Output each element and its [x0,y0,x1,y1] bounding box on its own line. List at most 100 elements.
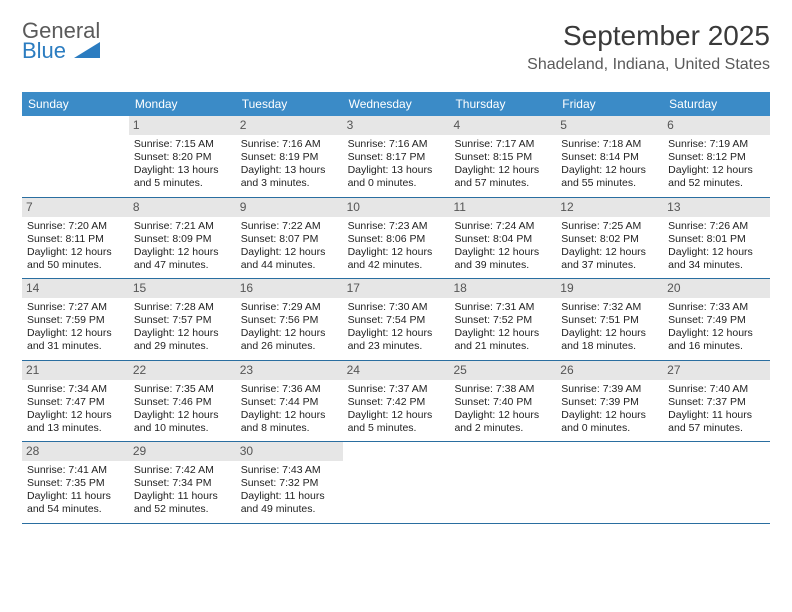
calendar-cell: 5Sunrise: 7:18 AMSunset: 8:14 PMDaylight… [556,116,663,197]
daylight-text: Daylight: 12 hours and 42 minutes. [348,246,445,272]
sunrise-text: Sunrise: 7:35 AM [134,383,231,396]
sunrise-text: Sunrise: 7:31 AM [454,301,551,314]
sunset-text: Sunset: 7:42 PM [348,396,445,409]
calendar-cell: 28Sunrise: 7:41 AMSunset: 7:35 PMDayligh… [22,442,129,523]
daylight-text: Daylight: 12 hours and 31 minutes. [27,327,124,353]
day-number: 11 [449,198,556,217]
sunrise-text: Sunrise: 7:37 AM [348,383,445,396]
location: Shadeland, Indiana, United States [527,56,770,74]
sunrise-text: Sunrise: 7:19 AM [668,138,765,151]
sunrise-text: Sunrise: 7:25 AM [561,220,658,233]
sunset-text: Sunset: 7:52 PM [454,314,551,327]
calendar-cell [22,116,129,197]
dayname-monday: Monday [129,92,236,116]
daylight-text: Daylight: 12 hours and 26 minutes. [241,327,338,353]
calendar-header-row: SundayMondayTuesdayWednesdayThursdayFrid… [22,92,770,116]
sunset-text: Sunset: 8:15 PM [454,151,551,164]
sunset-text: Sunset: 7:59 PM [27,314,124,327]
logo: General Blue [22,20,100,62]
day-number: 29 [129,442,236,461]
daylight-text: Daylight: 11 hours and 49 minutes. [241,490,338,516]
dayname-saturday: Saturday [663,92,770,116]
day-number: 6 [663,116,770,135]
dayname-friday: Friday [556,92,663,116]
day-number: 24 [343,361,450,380]
calendar-cell: 6Sunrise: 7:19 AMSunset: 8:12 PMDaylight… [663,116,770,197]
calendar-cell: 4Sunrise: 7:17 AMSunset: 8:15 PMDaylight… [449,116,556,197]
sunrise-text: Sunrise: 7:38 AM [454,383,551,396]
sunset-text: Sunset: 7:54 PM [348,314,445,327]
sunset-text: Sunset: 8:17 PM [348,151,445,164]
day-number: 16 [236,279,343,298]
logo-line2: Blue [22,38,66,63]
sunrise-text: Sunrise: 7:39 AM [561,383,658,396]
sunrise-text: Sunrise: 7:23 AM [348,220,445,233]
daylight-text: Daylight: 12 hours and 29 minutes. [134,327,231,353]
calendar-week: 14Sunrise: 7:27 AMSunset: 7:59 PMDayligh… [22,279,770,361]
calendar-cell [556,442,663,523]
sunset-text: Sunset: 7:34 PM [134,477,231,490]
calendar-cell: 30Sunrise: 7:43 AMSunset: 7:32 PMDayligh… [236,442,343,523]
daylight-text: Daylight: 12 hours and 34 minutes. [668,246,765,272]
title-block: September 2025 Shadeland, Indiana, Unite… [527,20,770,74]
calendar-cell: 13Sunrise: 7:26 AMSunset: 8:01 PMDayligh… [663,198,770,279]
day-number: 18 [449,279,556,298]
dayname-sunday: Sunday [22,92,129,116]
sunset-text: Sunset: 8:20 PM [134,151,231,164]
sunset-text: Sunset: 7:47 PM [27,396,124,409]
calendar-cell: 9 Sunrise: 7:22 AMSunset: 8:07 PMDaylight… [236,198,343,279]
daylight-text: Daylight: 12 hours and 0 minutes. [561,409,658,435]
sunrise-text: Sunrise: 7:41 AM [27,464,124,477]
calendar-cell: 10Sunrise: 7:23 AMSunset: 8:06 PMDayligh… [343,198,450,279]
calendar-cell: 23Sunrise: 7:36 AMSunset: 7:44 PMDayligh… [236,361,343,442]
sunset-text: Sunset: 8:02 PM [561,233,658,246]
day-number: 30 [236,442,343,461]
day-number: 7 [22,198,129,217]
day-number: 23 [236,361,343,380]
daylight-text: Daylight: 13 hours and 3 minutes. [241,164,338,190]
day-number: 4 [449,116,556,135]
day-number: 28 [22,442,129,461]
sunrise-text: Sunrise: 7:18 AM [561,138,658,151]
sunset-text: Sunset: 7:37 PM [668,396,765,409]
calendar-cell: 21Sunrise: 7:34 AMSunset: 7:47 PMDayligh… [22,361,129,442]
daylight-text: Daylight: 13 hours and 0 minutes. [348,164,445,190]
calendar-cell: 19Sunrise: 7:32 AMSunset: 7:51 PMDayligh… [556,279,663,360]
calendar-cell: 2Sunrise: 7:16 AMSunset: 8:19 PMDaylight… [236,116,343,197]
daylight-text: Daylight: 11 hours and 57 minutes. [668,409,765,435]
daylight-text: Daylight: 12 hours and 55 minutes. [561,164,658,190]
day-number: 10 [343,198,450,217]
calendar-cell [343,442,450,523]
sunrise-text: Sunrise: 7:27 AM [27,301,124,314]
day-number: 22 [129,361,236,380]
day-number: 13 [663,198,770,217]
calendar-cell [663,442,770,523]
dayname-thursday: Thursday [449,92,556,116]
daylight-text: Daylight: 11 hours and 52 minutes. [134,490,231,516]
sunset-text: Sunset: 8:04 PM [454,233,551,246]
calendar-week: 7Sunrise: 7:20 AMSunset: 8:11 PMDaylight… [22,198,770,280]
daylight-text: Daylight: 12 hours and 47 minutes. [134,246,231,272]
sunrise-text: Sunrise: 7:22 AM [241,220,338,233]
calendar-cell: 16Sunrise: 7:29 AMSunset: 7:56 PMDayligh… [236,279,343,360]
calendar-week: 28Sunrise: 7:41 AMSunset: 7:35 PMDayligh… [22,442,770,524]
daylight-text: Daylight: 12 hours and 13 minutes. [27,409,124,435]
calendar-week: 21Sunrise: 7:34 AMSunset: 7:47 PMDayligh… [22,361,770,443]
daylight-text: Daylight: 12 hours and 10 minutes. [134,409,231,435]
sunset-text: Sunset: 8:09 PM [134,233,231,246]
calendar-cell: 7Sunrise: 7:20 AMSunset: 8:11 PMDaylight… [22,198,129,279]
daylight-text: Daylight: 13 hours and 5 minutes. [134,164,231,190]
sunrise-text: Sunrise: 7:15 AM [134,138,231,151]
sunset-text: Sunset: 8:07 PM [241,233,338,246]
daylight-text: Daylight: 12 hours and 5 minutes. [348,409,445,435]
day-number: 9 [236,198,343,217]
calendar-cell: 14Sunrise: 7:27 AMSunset: 7:59 PMDayligh… [22,279,129,360]
day-number: 21 [22,361,129,380]
calendar-cell: 20Sunrise: 7:33 AMSunset: 7:49 PMDayligh… [663,279,770,360]
calendar-cell: 18Sunrise: 7:31 AMSunset: 7:52 PMDayligh… [449,279,556,360]
sunrise-text: Sunrise: 7:30 AM [348,301,445,314]
sunrise-text: Sunrise: 7:43 AM [241,464,338,477]
sunrise-text: Sunrise: 7:29 AM [241,301,338,314]
sunset-text: Sunset: 8:11 PM [27,233,124,246]
daylight-text: Daylight: 12 hours and 44 minutes. [241,246,338,272]
